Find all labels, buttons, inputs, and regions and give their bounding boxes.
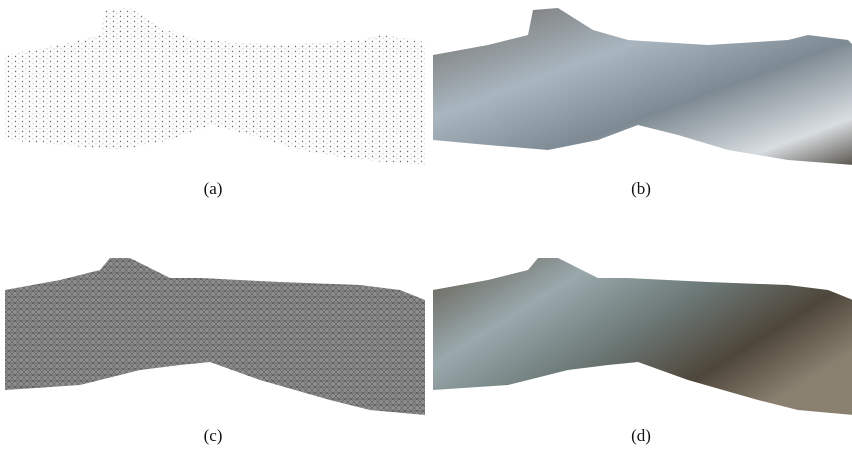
panel-a: (a) bbox=[5, 8, 425, 198]
panel-label: (b) bbox=[631, 179, 651, 198]
panel-label: (a) bbox=[204, 179, 223, 198]
panel-d: (d) bbox=[433, 258, 852, 445]
panel-c: (c) bbox=[5, 258, 425, 445]
panel-b: (b) bbox=[433, 8, 852, 198]
figure: (a) (b) (c) (d) bbox=[0, 0, 852, 449]
page: (a) (b) (c) (d) (() => { const data = JS… bbox=[0, 0, 852, 449]
point-cloud bbox=[5, 8, 425, 165]
panel-label: (c) bbox=[204, 426, 223, 445]
textured-mesh bbox=[433, 258, 852, 415]
mesh bbox=[5, 258, 425, 415]
panel-label: (d) bbox=[631, 426, 651, 445]
dense-cloud bbox=[433, 8, 852, 165]
